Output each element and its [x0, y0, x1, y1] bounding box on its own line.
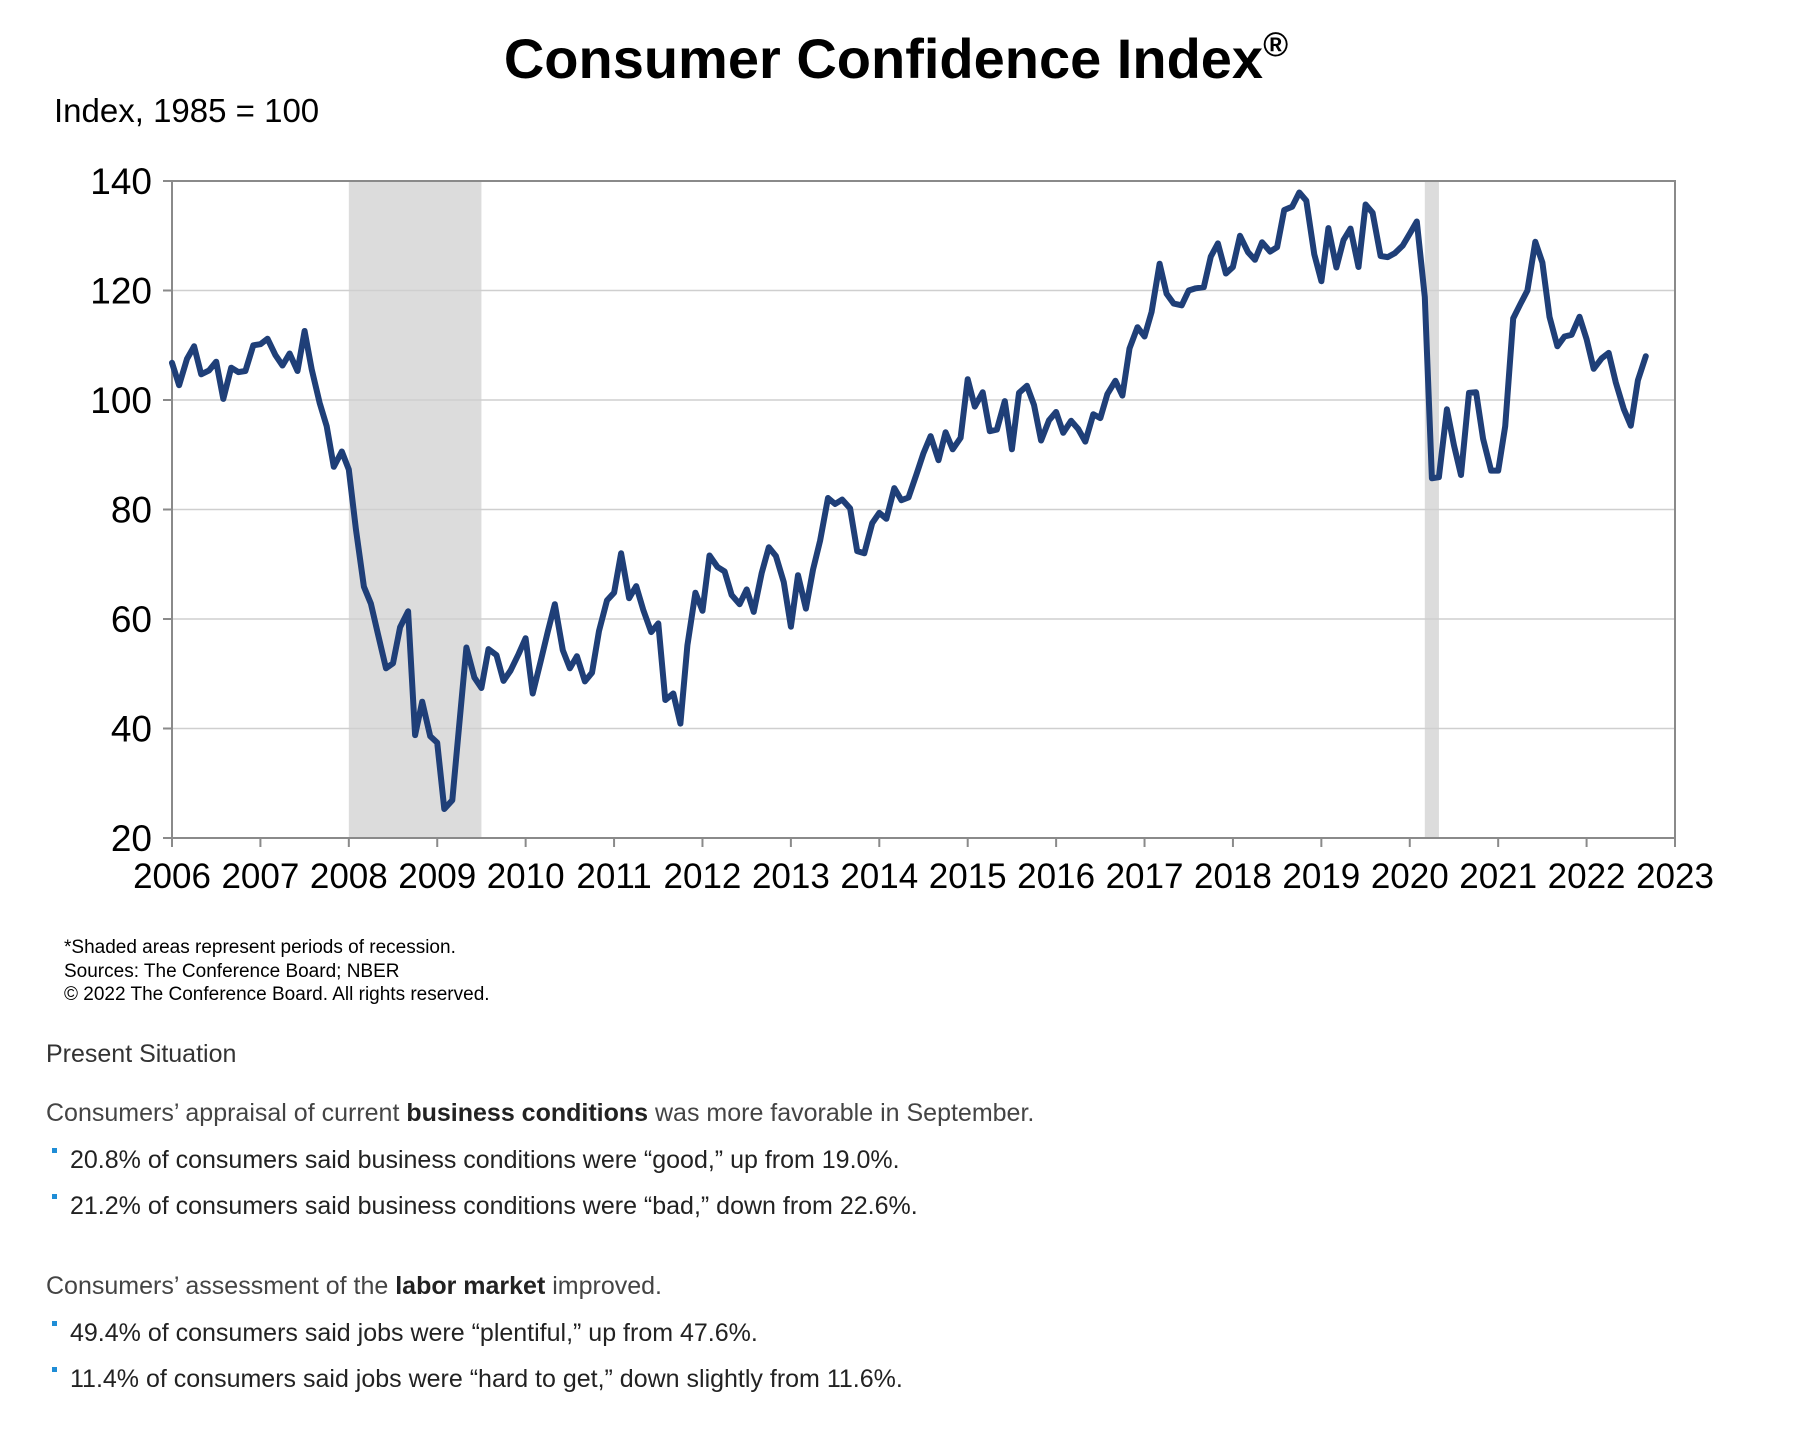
y-tick-label-100: 100	[90, 380, 152, 421]
y-tick-label-40: 40	[111, 709, 152, 750]
x-tick-label-2013: 2013	[752, 857, 830, 896]
business-conditions-lead: Consumers’ appraisal of current business…	[46, 1099, 1035, 1127]
chart-title: Consumer Confidence Index®	[504, 26, 1288, 90]
labor-market-lead: Consumers’ assessment of the labor marke…	[46, 1272, 662, 1300]
consumer-confidence-chart: Consumer Confidence Index® Index, 1985 =…	[54, 26, 1714, 896]
x-tick-label-2019: 2019	[1282, 857, 1360, 896]
business-conditions-term: business conditions	[406, 1099, 649, 1127]
business-conditions-list: 20.8% of consumers said business conditi…	[46, 1146, 1746, 1221]
bullet-square-icon	[52, 1194, 57, 1199]
x-tick-label-2017: 2017	[1106, 857, 1184, 896]
y-axis-label: Index, 1985 = 100	[54, 92, 319, 129]
bullet-square-icon	[52, 1148, 57, 1153]
x-tick-label-2020: 2020	[1371, 857, 1449, 896]
x-tick-label-2018: 2018	[1194, 857, 1272, 896]
x-tick-marks	[171, 838, 1676, 847]
list-item: 20.8% of consumers said business conditi…	[46, 1146, 1746, 1175]
x-tick-label-2006: 2006	[133, 857, 211, 896]
y-tick-label-140: 140	[90, 161, 152, 202]
labor-market-term: labor market	[395, 1272, 546, 1300]
copyright-footnote: © 2022 The Conference Board. All rights …	[64, 984, 490, 1005]
recession-footnote: *Shaded areas represent periods of reces…	[64, 937, 456, 958]
x-tick-label-2011: 2011	[576, 857, 651, 896]
y-tick-labels: 140 120 100 80 60 40 20	[90, 161, 152, 859]
y-tick-label-20: 20	[111, 818, 152, 859]
footnotes: *Shaded areas represent periods of reces…	[64, 936, 490, 1007]
x-tick-label-2015: 2015	[929, 857, 1007, 896]
bullet-square-icon	[52, 1321, 57, 1326]
y-tick-label-120: 120	[90, 271, 152, 312]
x-tick-label-2008: 2008	[310, 857, 388, 896]
y-tick-label-60: 60	[111, 599, 152, 640]
sources-footnote: Sources: The Conference Board; NBER	[64, 960, 400, 982]
list-item: 49.4% of consumers said jobs were “plent…	[46, 1319, 1746, 1348]
x-tick-label-2022: 2022	[1548, 857, 1626, 896]
y-tick-label-80: 80	[111, 490, 152, 531]
bullet-square-icon	[52, 1367, 57, 1372]
x-tick-label-2009: 2009	[398, 857, 476, 896]
plot-frame	[171, 180, 1676, 839]
x-tick-label-2007: 2007	[221, 857, 299, 896]
x-tick-label-2016: 2016	[1017, 857, 1095, 896]
commentary-section: Present Situation Consumers’ appraisal o…	[46, 1040, 1746, 1411]
list-item: 21.2% of consumers said business conditi…	[46, 1192, 1746, 1221]
registered-mark: ®	[1263, 26, 1288, 64]
series-line-consumer-confidence	[169, 189, 1649, 812]
x-tick-labels: 2006 2007 2008 2009 2010 2011 2012 2013 2014 2015…	[133, 857, 1714, 896]
x-tick-label-2023: 2023	[1636, 857, 1714, 896]
x-tick-label-2012: 2012	[664, 857, 742, 896]
x-tick-label-2021: 2021	[1459, 857, 1537, 896]
list-item: 11.4% of consumers said jobs were “hard …	[46, 1365, 1746, 1394]
labor-market-list: 49.4% of consumers said jobs were “plent…	[46, 1319, 1746, 1394]
x-tick-label-2014: 2014	[840, 857, 918, 896]
x-tick-label-2010: 2010	[487, 857, 565, 896]
section-heading: Present Situation	[46, 1040, 237, 1068]
